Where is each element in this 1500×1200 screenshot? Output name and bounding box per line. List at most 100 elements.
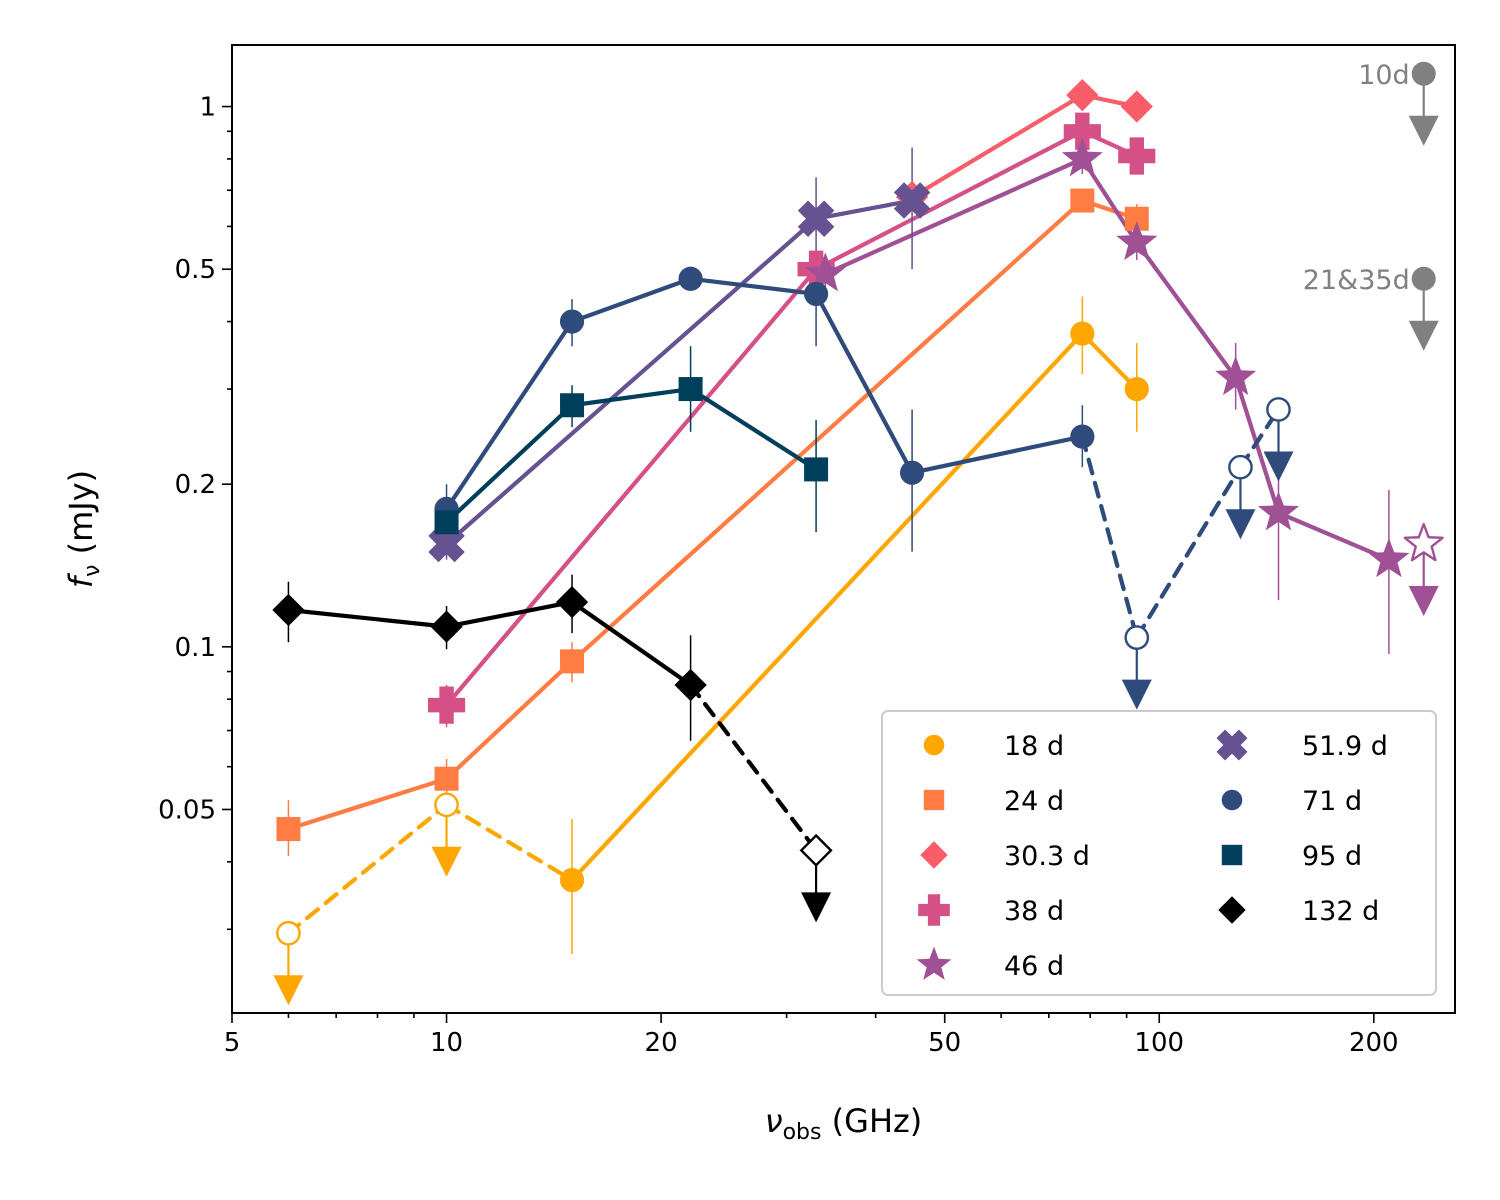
- marker-square: [434, 766, 459, 791]
- series-line-segment: [823, 156, 1085, 277]
- y-tick-label: 0.1: [175, 633, 216, 663]
- series-line-segment: [813, 129, 1085, 272]
- annotation-label: 10d: [1358, 60, 1410, 91]
- y-tick-label: 0.5: [175, 255, 216, 285]
- marker-diamond: [920, 841, 948, 869]
- marker-diamond: [555, 585, 589, 619]
- marker-x: [797, 200, 835, 237]
- marker-diamond: [1120, 90, 1153, 123]
- upper-limit-arrow: [1408, 115, 1439, 146]
- marker-circle: [1070, 321, 1095, 346]
- legend-box: [881, 710, 1437, 996]
- marker-diamond: [799, 833, 833, 867]
- marker-star: [1403, 522, 1444, 562]
- marker-circle: [803, 281, 829, 307]
- marker-square: [1070, 188, 1095, 213]
- marker-circle: [434, 792, 459, 818]
- series-line-segment: [688, 682, 819, 853]
- y-axis-title: fν (mJy): [62, 470, 105, 588]
- marker-circle: [559, 309, 585, 334]
- marker-circle: [1266, 397, 1291, 422]
- upper-limit-arrow: [431, 846, 462, 877]
- legend-label: 24 d: [1004, 786, 1064, 817]
- marker-circle: [1228, 454, 1253, 480]
- series-line-segment: [688, 386, 819, 472]
- x-tick-label: 5: [224, 1028, 241, 1058]
- marker-square: [923, 789, 945, 811]
- annotation-marker: [1411, 266, 1436, 291]
- series-line-segment: [1134, 240, 1238, 380]
- upper-limit-arrow: [1408, 585, 1439, 616]
- marker-plus: [427, 686, 466, 724]
- series-line-segment: [813, 291, 915, 475]
- marker-plus: [1118, 137, 1156, 175]
- marker-star: [1215, 356, 1257, 396]
- legend: 18 d 24 d 30.3 d 38 d 46 d 51.9 d 71 d 95 d 132 …: [881, 710, 1437, 996]
- annotation-label: 21&35d: [1303, 265, 1410, 296]
- upper-limit-arrow: [273, 975, 304, 1006]
- marker-diamond: [430, 610, 463, 643]
- marker-x: [1216, 729, 1248, 761]
- x-axis: 5 10 20 50 100 200: [224, 1013, 1399, 1058]
- marker-diamond: [1066, 78, 1099, 112]
- legend-label: 46 d: [1004, 951, 1064, 982]
- marker-square: [276, 817, 301, 842]
- x-tick-label: 20: [645, 1028, 678, 1058]
- marker-circle: [1221, 789, 1243, 811]
- marker-circle: [1124, 376, 1149, 402]
- upper-limit-arrow: [1408, 320, 1439, 351]
- annotation-marker: [1411, 61, 1436, 86]
- series-line-segment: [569, 331, 1085, 883]
- data-markers: [272, 78, 1444, 1006]
- x-axis-title: νobs (GHz): [765, 1102, 923, 1145]
- marker-star: [1368, 538, 1410, 578]
- marker-diamond: [674, 668, 707, 702]
- x-tick-label: 10: [430, 1028, 463, 1058]
- series-line-segment: [444, 403, 575, 525]
- marker-circle: [276, 920, 301, 946]
- annotations: 10d 21&35d: [1303, 60, 1439, 351]
- legend-label: 51.9 d: [1302, 731, 1388, 762]
- series-line-segment: [569, 599, 693, 688]
- marker-square: [804, 457, 829, 482]
- marker-star: [804, 252, 846, 292]
- marker-circle: [923, 734, 945, 756]
- series-line-segment: [909, 93, 1085, 200]
- series-line-segment: [569, 198, 1085, 664]
- x-tick-label: 50: [928, 1028, 961, 1058]
- marker-square: [560, 393, 585, 418]
- marker-diamond: [1218, 896, 1246, 924]
- series-line-segment: [444, 319, 575, 512]
- series-line-segment: [688, 276, 819, 297]
- y-tick-label: 0.2: [175, 470, 216, 500]
- marker-plus: [918, 894, 950, 926]
- legend-label: 95 d: [1302, 841, 1362, 872]
- marker-circle: [678, 266, 703, 291]
- marker-star: [1257, 491, 1300, 531]
- series-line-segment: [444, 216, 819, 547]
- marker-x: [428, 525, 465, 563]
- series-line-segment: [1276, 510, 1391, 562]
- marker-x: [893, 182, 931, 219]
- upper-limit-arrow: [1225, 509, 1256, 540]
- y-axis: 0.05 0.1 0.2 0.5 1: [158, 93, 232, 931]
- marker-star: [1116, 221, 1158, 261]
- series-line-segment: [1080, 331, 1139, 392]
- series-line-segment: [1080, 434, 1139, 640]
- series-line-segment: [569, 276, 693, 324]
- marker-square: [678, 377, 703, 402]
- series-line-segment: [813, 198, 915, 221]
- x-tick-label: 200: [1349, 1028, 1399, 1058]
- upper-limit-arrow: [801, 892, 832, 923]
- upper-limit-arrow: [1121, 679, 1152, 710]
- marker-circle: [559, 868, 585, 893]
- marker-diamond: [272, 593, 305, 627]
- series-line-segment: [444, 267, 819, 708]
- marker-circle: [899, 460, 925, 485]
- marker-circle: [1070, 424, 1095, 449]
- series-line-segment: [286, 802, 449, 936]
- series-line-segment: [444, 659, 575, 781]
- legend-label: 18 d: [1004, 731, 1064, 762]
- marker-square: [434, 510, 459, 535]
